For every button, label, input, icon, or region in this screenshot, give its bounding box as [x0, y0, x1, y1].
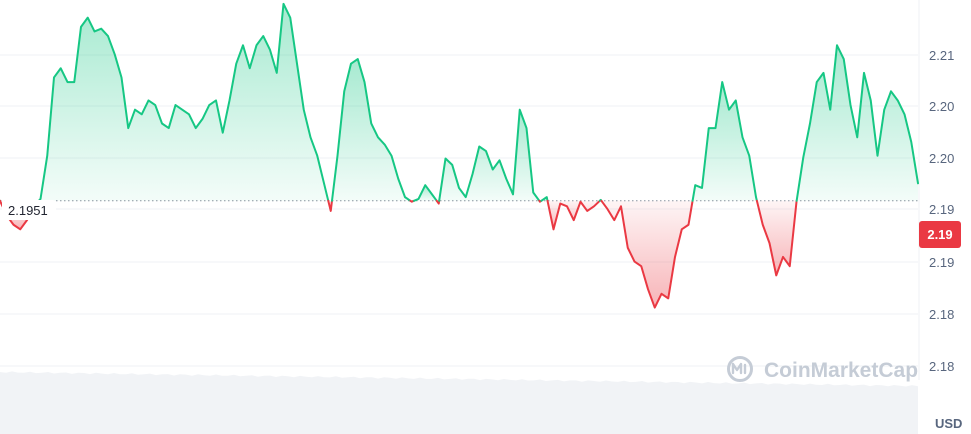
y-tick-label: 2.18 [929, 307, 954, 322]
reference-price-label: 2.1951 [8, 203, 48, 218]
line-segment-down [600, 199, 694, 309]
y-tick-label: 2.18 [929, 359, 954, 374]
line-segment-up [540, 196, 549, 202]
reference-price-badge: 2.1951 [2, 200, 56, 220]
volume-band [0, 371, 918, 434]
line-segment-up [413, 184, 438, 202]
currency-unit-label: USD [935, 416, 962, 431]
price-area [0, 3, 918, 308]
y-tick-label: 2.19 [929, 255, 954, 270]
y-tick-label: 2.20 [929, 151, 954, 166]
y-tick-label: 2.20 [929, 99, 954, 114]
y-axis: 2.21 2.20 2.20 2.19 2.19 2.18 2.18 [929, 48, 954, 374]
line-segment-down [755, 199, 798, 277]
y-tick-label: 2.21 [929, 48, 954, 63]
line-segment-up [438, 108, 541, 202]
area-below-reference [547, 200, 600, 230]
line-segment-up [691, 81, 758, 202]
area-above-reference [38, 3, 329, 201]
line-segment-up [330, 58, 412, 202]
watermark-text: CoinMarketCap [764, 359, 918, 382]
y-tick-label: 2.19 [929, 202, 954, 217]
line-segment-down [546, 199, 601, 231]
area-above-reference [331, 59, 411, 201]
area-above-reference [692, 82, 757, 201]
area-below-reference [601, 200, 693, 308]
coinmarketcap-logo-icon [727, 356, 753, 382]
current-price-badge: 2.19 [919, 221, 961, 248]
area-above-reference [796, 45, 918, 201]
line-segment-up [795, 44, 919, 202]
coinmarketcap-watermark: CoinMarketCap [727, 356, 918, 382]
line-segment-down [327, 199, 333, 212]
line-segment-up [37, 2, 330, 202]
current-price-label: 2.19 [927, 227, 952, 242]
area-below-reference [756, 200, 797, 276]
area-above-reference [439, 109, 540, 201]
